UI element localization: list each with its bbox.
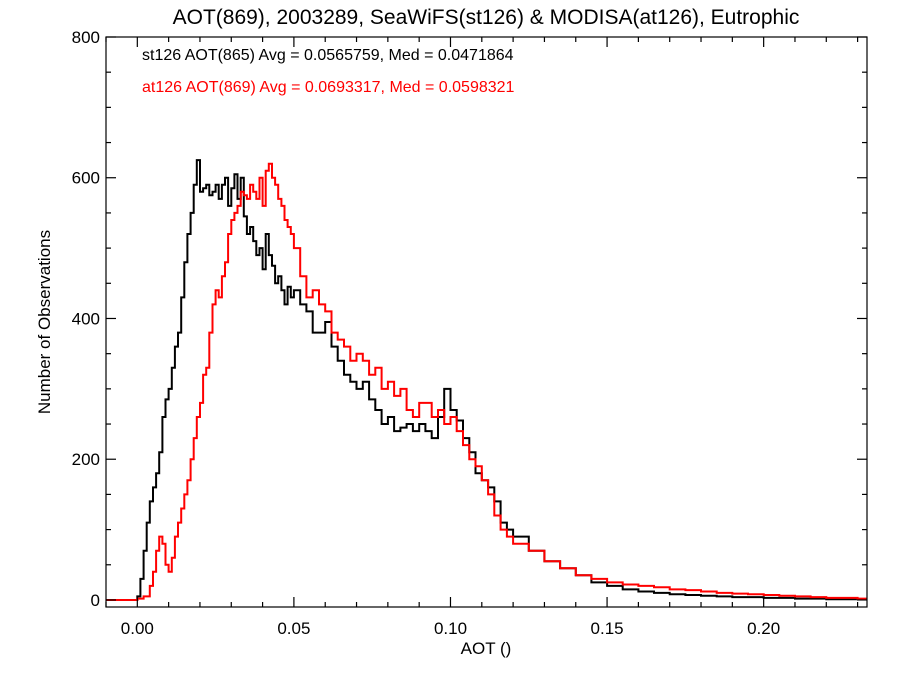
x-tick-label: 0.05 xyxy=(277,619,310,638)
x-tick-label: 0.10 xyxy=(434,619,467,638)
chart-title: AOT(869), 2003289, SeaWiFS(st126) & MODI… xyxy=(173,6,800,29)
series-layer xyxy=(106,159,867,601)
series-line-st126 xyxy=(106,159,867,601)
x-axis-label: AOT () xyxy=(461,639,512,658)
plot-frame xyxy=(105,36,868,608)
y-tick-label: 600 xyxy=(72,169,100,188)
y-tick-label: 0 xyxy=(91,591,100,610)
x-tick-label: 0.00 xyxy=(121,619,154,638)
axis-layer: 0.00 0.05 0.10 0.15 0.20 0 200 400 600 800 xyxy=(72,28,867,638)
series-line-at126 xyxy=(106,162,867,601)
x-tick-label: 0.15 xyxy=(591,619,624,638)
annotation-st126: st126 AOT(865) Avg = 0.0565759, Med = 0.… xyxy=(142,47,514,64)
y-axis-label: Number of Observations xyxy=(35,230,54,414)
y-tick-label: 400 xyxy=(72,309,100,328)
annotation-at126: at126 AOT(869) Avg = 0.0693317, Med = 0.… xyxy=(142,79,515,96)
x-tick-label: 0.20 xyxy=(747,619,780,638)
y-tick-label: 800 xyxy=(72,28,100,47)
y-tick-label: 200 xyxy=(72,450,100,469)
